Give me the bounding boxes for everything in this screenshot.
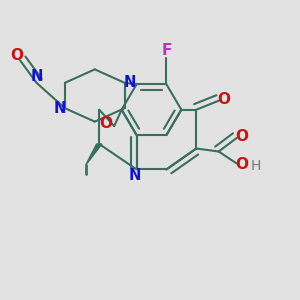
Text: O: O bbox=[11, 47, 24, 62]
Text: O: O bbox=[99, 116, 112, 131]
Polygon shape bbox=[86, 144, 102, 165]
Text: N: N bbox=[53, 101, 66, 116]
Text: N: N bbox=[124, 75, 136, 90]
Text: N: N bbox=[30, 69, 43, 84]
Text: O: O bbox=[236, 129, 248, 144]
Text: H: H bbox=[251, 159, 261, 173]
Text: O: O bbox=[236, 158, 248, 172]
Text: F: F bbox=[162, 43, 172, 58]
Text: O: O bbox=[218, 92, 231, 107]
Text: N: N bbox=[129, 169, 141, 184]
